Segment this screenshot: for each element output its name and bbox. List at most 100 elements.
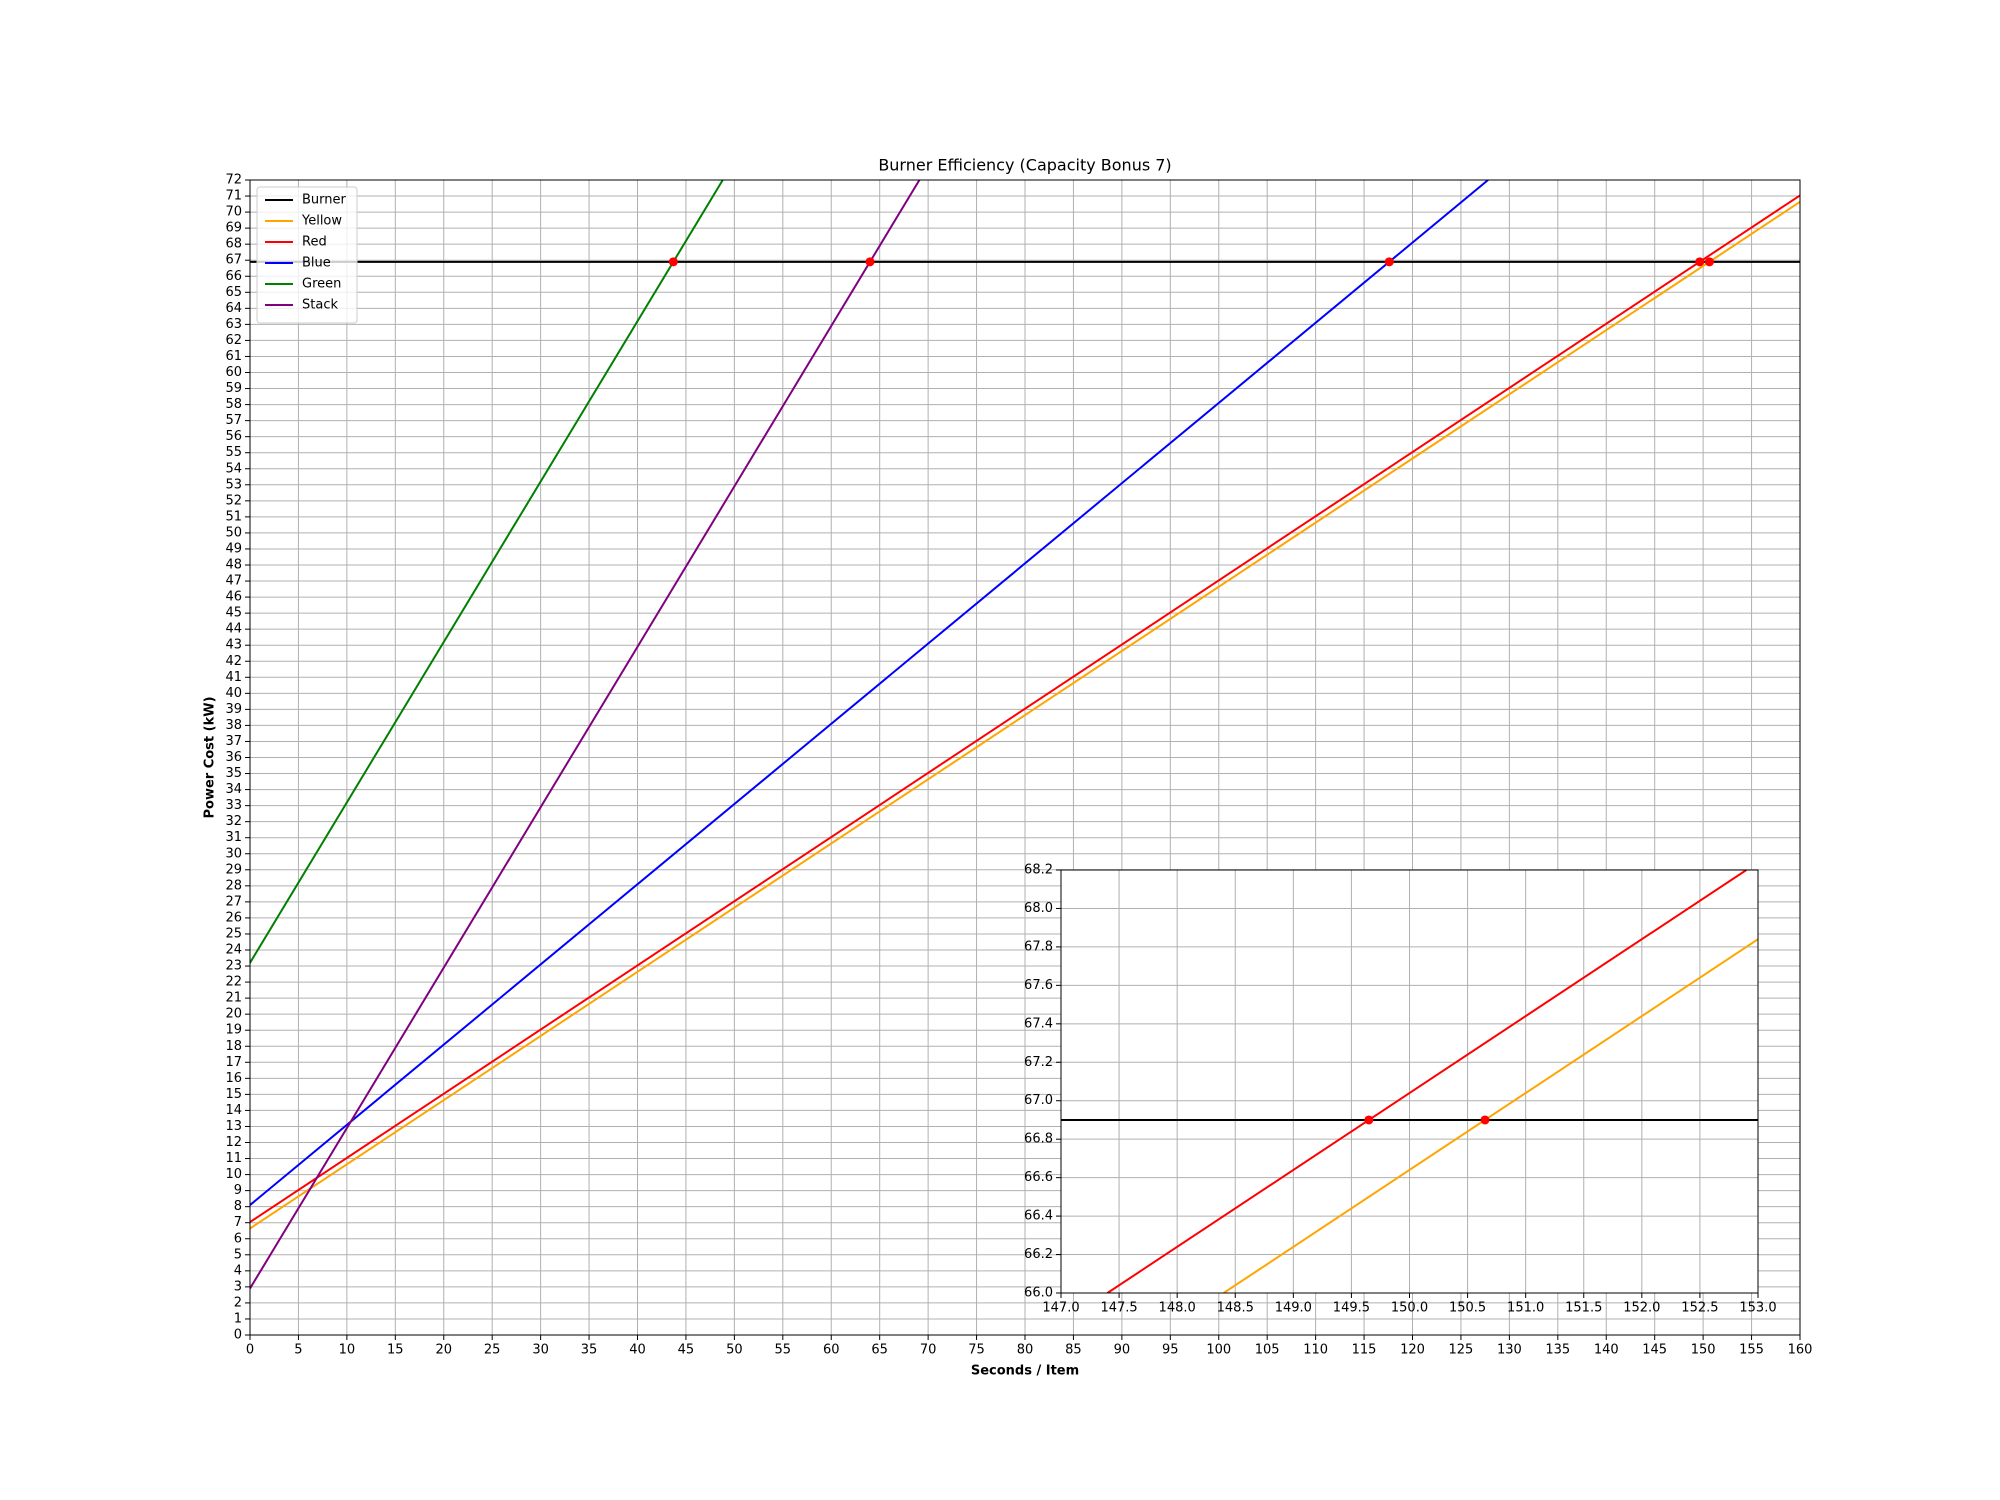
series-line xyxy=(250,194,1800,1223)
x-tick-label: 148.5 xyxy=(1217,1301,1254,1316)
y-tick-label: 59 xyxy=(225,381,242,396)
legend-label: Green xyxy=(302,277,341,292)
y-tick-label: 64 xyxy=(225,301,242,316)
y-tick-label: 65 xyxy=(225,285,242,300)
y-tick-label: 54 xyxy=(225,461,242,476)
y-tick-label: 72 xyxy=(225,173,242,188)
y-tick-label: 15 xyxy=(225,1087,242,1102)
x-tick-label: 55 xyxy=(775,1343,792,1358)
y-tick-label: 9 xyxy=(234,1183,242,1198)
x-tick-label: 95 xyxy=(1162,1343,1179,1358)
y-tick-label: 2 xyxy=(234,1295,242,1310)
y-tick-label: 0 xyxy=(234,1328,242,1343)
y-tick-label: 5 xyxy=(234,1247,242,1262)
intersection-point xyxy=(1384,257,1394,267)
series-line xyxy=(1223,938,1758,1293)
y-tick-label: 67.0 xyxy=(1024,1093,1053,1108)
y-tick-label: 10 xyxy=(225,1167,242,1182)
y-tick-label: 71 xyxy=(225,189,242,204)
x-tick-label: 45 xyxy=(678,1343,695,1358)
y-tick-label: 6 xyxy=(234,1231,242,1246)
plot-area xyxy=(250,180,1800,1289)
y-tick-label: 60 xyxy=(225,365,242,380)
y-tick-label: 29 xyxy=(225,862,242,877)
x-tick-label: 120 xyxy=(1400,1343,1425,1358)
y-tick-label: 51 xyxy=(225,509,242,524)
y-tick-label: 67.2 xyxy=(1024,1055,1053,1070)
y-tick-label: 13 xyxy=(225,1119,242,1134)
y-tick-label: 36 xyxy=(225,750,242,765)
x-tick-label: 145 xyxy=(1642,1343,1667,1358)
y-tick-label: 21 xyxy=(225,991,242,1006)
plot-frame xyxy=(1060,869,1759,1294)
x-tick-label: 135 xyxy=(1545,1343,1570,1358)
x-tick-label: 5 xyxy=(294,1343,302,1358)
y-tick-label: 16 xyxy=(225,1071,242,1086)
y-tick-label: 28 xyxy=(225,878,242,893)
y-axis-label: Power Cost (kW) xyxy=(203,696,218,818)
y-tick-label: 49 xyxy=(225,541,242,556)
x-tick-label: 160 xyxy=(1788,1343,1813,1358)
y-tick-label: 43 xyxy=(225,638,242,653)
intersection-point xyxy=(1695,257,1705,267)
inset-chart: 147.0 147.5 148.0 148.5 149.0 149.5 150.0 150.5… xyxy=(1024,863,1777,1316)
y-tick-label: 50 xyxy=(225,525,242,540)
y-tick-label: 38 xyxy=(225,718,242,733)
y-tick-label: 68.2 xyxy=(1024,863,1053,878)
y-tick-label: 63 xyxy=(225,317,242,332)
x-tick-label: 30 xyxy=(532,1343,549,1358)
y-tick-label: 66.4 xyxy=(1024,1209,1053,1224)
x-tick-label: 75 xyxy=(968,1343,985,1358)
y-tick-label: 46 xyxy=(225,590,242,605)
y-tick-label: 55 xyxy=(225,445,242,460)
series-line xyxy=(250,200,1800,1230)
x-tick-label: 40 xyxy=(629,1343,646,1358)
x-tick-label: 25 xyxy=(484,1343,501,1358)
y-tick-label: 22 xyxy=(225,975,242,990)
plot-frame xyxy=(249,179,1801,1336)
x-tick-label: 147.5 xyxy=(1100,1301,1137,1316)
y-tick-label: 30 xyxy=(225,846,242,861)
y-tick-label: 67.6 xyxy=(1024,978,1053,993)
y-tick-label: 56 xyxy=(225,429,242,444)
plot-area xyxy=(1061,870,1758,1293)
legend-label: Blue xyxy=(302,256,331,271)
y-tick-label: 42 xyxy=(225,654,242,669)
x-tick-label: 0 xyxy=(246,1343,254,1358)
y-tick-label: 66.6 xyxy=(1024,1170,1053,1185)
chart-title: Burner Efficiency (Capacity Bonus 7) xyxy=(878,156,1171,175)
x-tick-label: 152.5 xyxy=(1681,1301,1718,1316)
series-line xyxy=(250,180,724,964)
intersection-point xyxy=(865,257,875,267)
x-tick-label: 35 xyxy=(581,1343,598,1358)
x-tick-label: 60 xyxy=(823,1343,840,1358)
x-tick-label: 147.0 xyxy=(1042,1301,1079,1316)
x-tick-label: 20 xyxy=(435,1343,452,1358)
y-tick-label: 32 xyxy=(225,814,242,829)
x-tick-label: 153.0 xyxy=(1739,1301,1776,1316)
y-tick-label: 33 xyxy=(225,798,242,813)
y-tick-label: 26 xyxy=(225,910,242,925)
x-tick-label: 149.5 xyxy=(1333,1301,1370,1316)
series-line xyxy=(250,180,921,1289)
y-tick-label: 52 xyxy=(225,493,242,508)
y-tick-label: 66 xyxy=(225,269,242,284)
x-tick-label: 151.5 xyxy=(1565,1301,1602,1316)
legend: Burner Yellow Red Blue Green Stack xyxy=(256,186,358,324)
y-tick-label: 37 xyxy=(225,734,242,749)
y-tick-label: 19 xyxy=(225,1023,242,1038)
x-tick-label: 152.0 xyxy=(1623,1301,1660,1316)
y-tick-label: 39 xyxy=(225,702,242,717)
y-tick-label: 62 xyxy=(225,333,242,348)
x-tick-label: 150 xyxy=(1691,1343,1716,1358)
y-tick-label: 3 xyxy=(234,1279,242,1294)
y-tick-label: 67.8 xyxy=(1024,939,1053,954)
y-tick-label: 25 xyxy=(225,926,242,941)
y-tick-label: 27 xyxy=(225,894,242,909)
y-tick-label: 67 xyxy=(225,253,242,268)
y-tick-label: 35 xyxy=(225,766,242,781)
y-tick-label: 8 xyxy=(234,1199,242,1214)
x-tick-label: 155 xyxy=(1739,1343,1764,1358)
y-tick-label: 20 xyxy=(225,1007,242,1022)
